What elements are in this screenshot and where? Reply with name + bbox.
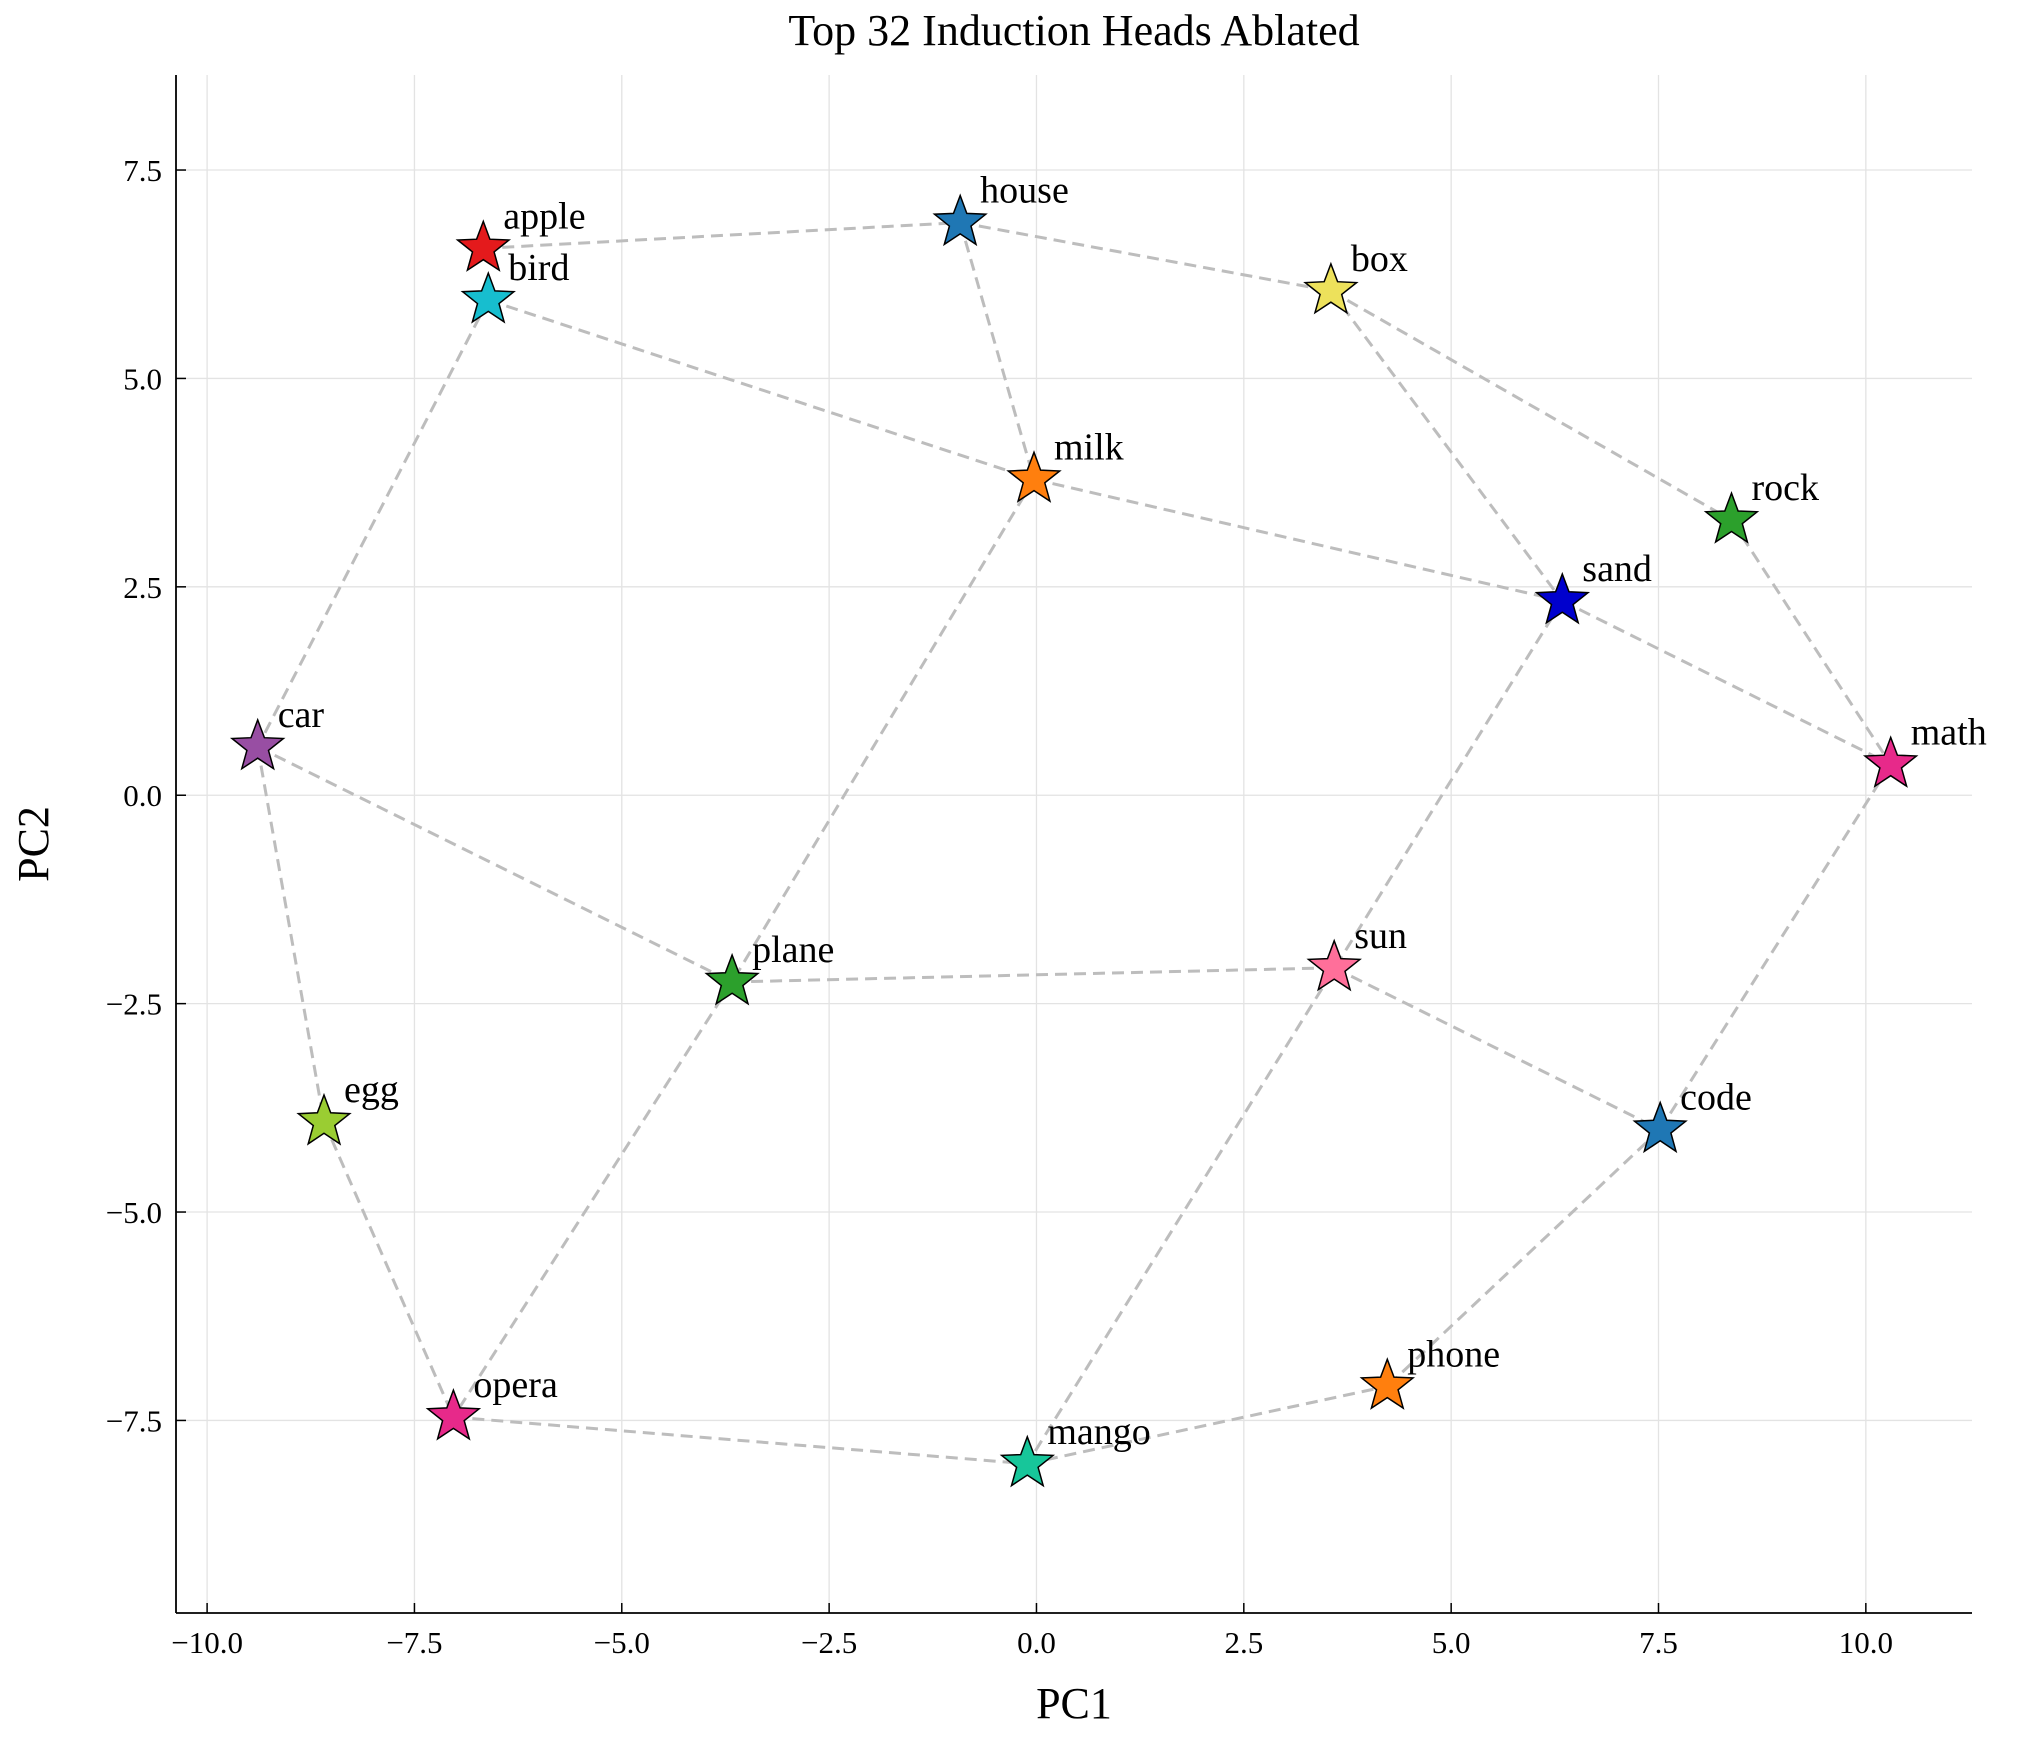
edge xyxy=(256,746,326,1123)
star-point xyxy=(1534,571,1591,625)
x-tick-label: −10.0 xyxy=(171,1625,243,1660)
star-point xyxy=(999,1434,1056,1488)
edge xyxy=(1329,290,1564,602)
y-tick-label: 7.5 xyxy=(123,153,162,188)
star-point xyxy=(1306,938,1362,992)
star-point xyxy=(1632,1100,1688,1154)
star-point xyxy=(1703,490,1760,544)
edge xyxy=(1561,599,1892,766)
point-label: bird xyxy=(508,247,569,289)
point-label: mango xyxy=(1047,1411,1150,1453)
point-label: opera xyxy=(473,1364,558,1406)
star-point xyxy=(704,952,760,1006)
point-label: house xyxy=(980,170,1069,212)
edge xyxy=(1026,600,1564,1465)
edge xyxy=(958,222,1036,480)
y-tick-label: 2.5 xyxy=(123,570,162,605)
edge xyxy=(1730,519,1892,766)
x-tick-label: 0.0 xyxy=(1017,1625,1056,1660)
x-tick-label: −2.5 xyxy=(801,1625,857,1660)
x-tick-label: 7.5 xyxy=(1639,1625,1678,1660)
y-axis-label: PC2 xyxy=(9,806,58,882)
edge xyxy=(1330,289,1733,522)
edge xyxy=(256,299,490,748)
star-point xyxy=(229,717,286,771)
edge xyxy=(452,981,734,1418)
star-point xyxy=(932,193,988,247)
point-label: box xyxy=(1351,238,1408,280)
point-label: car xyxy=(278,694,325,736)
edge xyxy=(1027,1384,1388,1466)
y-tick-label: −5.0 xyxy=(106,1195,162,1230)
star-point xyxy=(1303,261,1359,315)
star-point xyxy=(425,1387,482,1441)
edge xyxy=(1658,763,1892,1131)
star-point xyxy=(455,219,512,272)
edge xyxy=(453,1415,1028,1466)
grid xyxy=(176,75,1972,1613)
x-tick-label: 5.0 xyxy=(1432,1625,1471,1660)
point-label: math xyxy=(1911,711,1987,753)
star-point xyxy=(1359,1357,1416,1410)
edge xyxy=(483,221,961,250)
edge xyxy=(257,745,733,984)
y-tick-label: 5.0 xyxy=(123,361,162,396)
x-tick-label: 10.0 xyxy=(1839,1625,1893,1660)
star-point xyxy=(1862,735,1919,788)
x-tick-label: 2.5 xyxy=(1224,1625,1263,1660)
x-axis-label: PC1 xyxy=(1036,1679,1112,1728)
y-tick-label: −7.5 xyxy=(106,1403,162,1438)
point-label: rock xyxy=(1751,467,1819,509)
star-point xyxy=(1006,450,1062,503)
edge xyxy=(1333,966,1661,1131)
edge xyxy=(730,478,1036,983)
point-label: code xyxy=(1680,1077,1752,1119)
star-point xyxy=(460,270,516,324)
x-tick-label: −5.0 xyxy=(594,1625,650,1660)
point-label: milk xyxy=(1054,426,1124,468)
point-label: apple xyxy=(503,195,585,237)
edge xyxy=(487,298,1035,481)
point-label: phone xyxy=(1407,1333,1500,1375)
star-point xyxy=(296,1092,352,1146)
edge xyxy=(1033,477,1563,603)
point-label: sun xyxy=(1354,915,1407,957)
edge xyxy=(1386,1128,1662,1388)
chart-title: Top 32 Induction Heads Ablated xyxy=(788,6,1359,55)
edge xyxy=(322,1121,455,1418)
point-label: sand xyxy=(1582,548,1652,590)
point-label: egg xyxy=(344,1069,399,1111)
y-tick-label: −2.5 xyxy=(106,987,162,1022)
edge xyxy=(959,221,1332,293)
edge xyxy=(732,966,1335,984)
y-tick-label: 0.0 xyxy=(123,778,162,813)
point-label: plane xyxy=(752,929,834,971)
x-tick-label: −7.5 xyxy=(386,1625,442,1660)
